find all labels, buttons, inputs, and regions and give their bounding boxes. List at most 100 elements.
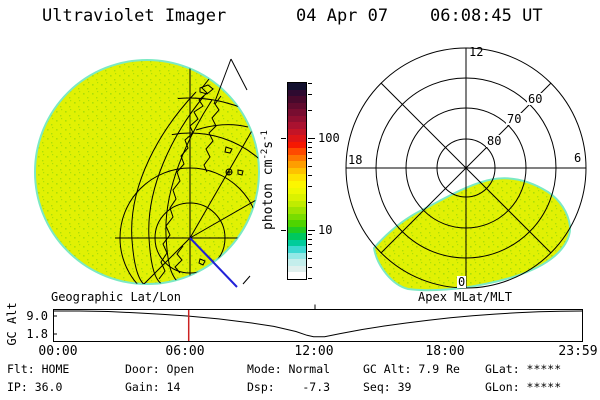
mlt-label-0: 0 [457, 275, 467, 289]
left-view-caption: Geographic Lat/Lon [50, 290, 182, 304]
unit-text: s [261, 140, 277, 149]
colorbar-tick [308, 244, 312, 245]
auroral-oval-patch [372, 177, 572, 292]
colorbar-tick [308, 152, 312, 153]
colorbar-band [288, 220, 306, 227]
polar-view-caption: Apex MLat/MLT [418, 290, 512, 304]
colorbar-band [288, 226, 306, 234]
colorbar-band [288, 174, 306, 181]
colorbar-tick [308, 175, 312, 176]
mlt-label-18: 18 [348, 153, 363, 167]
colorbar-tick [308, 239, 312, 240]
date-readout: 04 Apr 07 [296, 6, 389, 26]
colorbar-band [288, 207, 306, 214]
colorbar-tick [308, 230, 315, 231]
altitude-curve [53, 310, 583, 338]
status-gc-alt: GC Alt: 7.9 Re [363, 362, 460, 376]
mlat-label-80: 80 [486, 134, 503, 148]
colorbar-band [288, 265, 306, 273]
colorbar-tick [308, 258, 312, 259]
earth-disk-image [34, 58, 260, 288]
colorbar-tick [281, 138, 286, 139]
timeline-x-tick-label: 12:00 [294, 344, 334, 359]
status-dsp: Dsp: -7.3 [247, 380, 331, 394]
colorbar-band [288, 115, 306, 123]
orbit-track-line [189, 237, 238, 288]
status-gain: Gain: 14 [125, 380, 181, 394]
coastline [158, 78, 210, 280]
mlt-label-6: 6 [574, 151, 582, 165]
colorbar-band [288, 180, 306, 188]
status-glon: GLon: ***** [485, 380, 562, 394]
timeline-y-tick-high: 9.0 [26, 309, 48, 323]
islands [198, 84, 244, 266]
timeline-x-tick-label: 06:00 [165, 344, 205, 359]
colorbar-band [288, 246, 306, 253]
status-seq: Seq: 39 [363, 380, 412, 394]
unit-exponent: -2 [259, 148, 270, 160]
colorbar-tick [308, 83, 312, 84]
colorbar-tick [308, 147, 312, 148]
unit-exponent: -1 [259, 130, 270, 141]
mlt-label-12: 12 [469, 45, 484, 59]
colorbar-band [288, 272, 306, 279]
app-title: Ultraviolet Imager [42, 6, 227, 26]
timeline-y-tick-low: 1.8 [26, 327, 48, 341]
timeline-x-tick-label: 18:00 [425, 344, 465, 359]
colorbar-band [288, 148, 306, 155]
colorbar-unit-label: photon cm-2s-1 [260, 130, 276, 230]
colorbar-band [288, 200, 306, 208]
colorbar-band [288, 102, 306, 110]
colorbar-band [288, 83, 306, 90]
colorbar-tick [308, 166, 312, 167]
status-door: Door: Open [125, 362, 195, 376]
colorbar-tick [308, 94, 312, 95]
colorbar-band [288, 109, 306, 116]
timeline-frame [53, 309, 583, 342]
colorbar-band [288, 194, 306, 201]
colorbar-band [288, 96, 306, 103]
colorbar-tick-label: 100 [318, 131, 340, 145]
colorbar-tick-label: 10 [318, 223, 333, 237]
apex-polar-plot [345, 47, 587, 292]
colorbar-band [288, 128, 306, 136]
status-glat: GLat: ***** [485, 362, 562, 376]
colorbar-band [288, 89, 306, 97]
grid-extensions [195, 58, 251, 285]
status-ip: IP: 36.0 [7, 380, 63, 394]
colorbar-band [288, 233, 306, 240]
colorbar-tick [308, 110, 312, 111]
coastline [174, 245, 184, 274]
colorbar-band [288, 239, 306, 247]
colorbar-band [288, 161, 306, 168]
uv-disk [34, 59, 260, 285]
timeline-x-tick-label: 00:00 [38, 344, 78, 359]
colorbar-tick [308, 251, 312, 252]
time-readout: 06:08:45 UT [430, 6, 543, 26]
mlat-label-70: 70 [506, 112, 523, 126]
colorbar-tick [308, 202, 312, 203]
intensity-colorbar [287, 82, 307, 280]
station-marker-icon [225, 168, 233, 176]
colorbar-tick [308, 142, 312, 143]
coastline [203, 95, 222, 173]
timeline-x-tick-label: 23:59 [558, 344, 598, 359]
colorbar-tick [308, 186, 312, 187]
colorbar-band [288, 141, 306, 149]
colorbar-band [288, 259, 306, 266]
colorbar-tick [308, 278, 312, 279]
colorbar-band [288, 213, 306, 221]
gc-alt-timeline [53, 304, 583, 342]
colorbar-tick [308, 234, 312, 235]
colorbar-band [288, 187, 306, 195]
colorbar-band [288, 122, 306, 129]
colorbar-band [288, 167, 306, 175]
unit-text: photon cm [261, 159, 277, 230]
status-mode: Mode: Normal [247, 362, 331, 376]
mlat-label-60: 60 [527, 92, 544, 106]
colorbar-band [288, 154, 306, 162]
colorbar-band [288, 252, 306, 260]
polar-grid [345, 47, 587, 289]
